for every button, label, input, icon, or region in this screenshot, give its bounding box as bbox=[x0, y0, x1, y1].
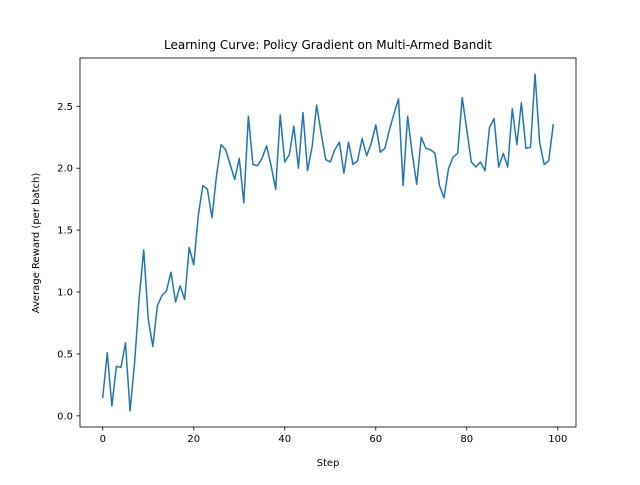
x-tick-label: 40 bbox=[278, 434, 291, 445]
y-tick-label: 1.5 bbox=[57, 226, 73, 237]
y-tick-label: 0.5 bbox=[57, 349, 73, 360]
x-tick-label: 80 bbox=[460, 434, 473, 445]
plot-area bbox=[101, 73, 555, 412]
x-tick-label: 20 bbox=[187, 434, 200, 445]
y-tick-label: 2.5 bbox=[57, 102, 73, 113]
x-axis-label: Step bbox=[317, 458, 340, 469]
x-tick-label: 60 bbox=[369, 434, 382, 445]
y-axis-label: Average Reward (per batch) bbox=[31, 173, 42, 314]
y-tick-label: 0.0 bbox=[57, 411, 73, 422]
x-tick-label: 0 bbox=[100, 434, 106, 445]
y-tick-label: 2.0 bbox=[57, 164, 73, 175]
chart-title: Learning Curve: Policy Gradient on Multi… bbox=[164, 38, 492, 52]
series-line-0 bbox=[101, 73, 555, 412]
x-tick-label: 100 bbox=[548, 434, 567, 445]
axes-frame bbox=[79, 57, 577, 428]
y-axis: 0.0 0.5 1.0 1.5 2.0 2.5 bbox=[57, 102, 80, 422]
x-axis: 0 20 40 60 80 100 bbox=[100, 427, 567, 445]
y-tick-label: 1.0 bbox=[57, 288, 73, 299]
